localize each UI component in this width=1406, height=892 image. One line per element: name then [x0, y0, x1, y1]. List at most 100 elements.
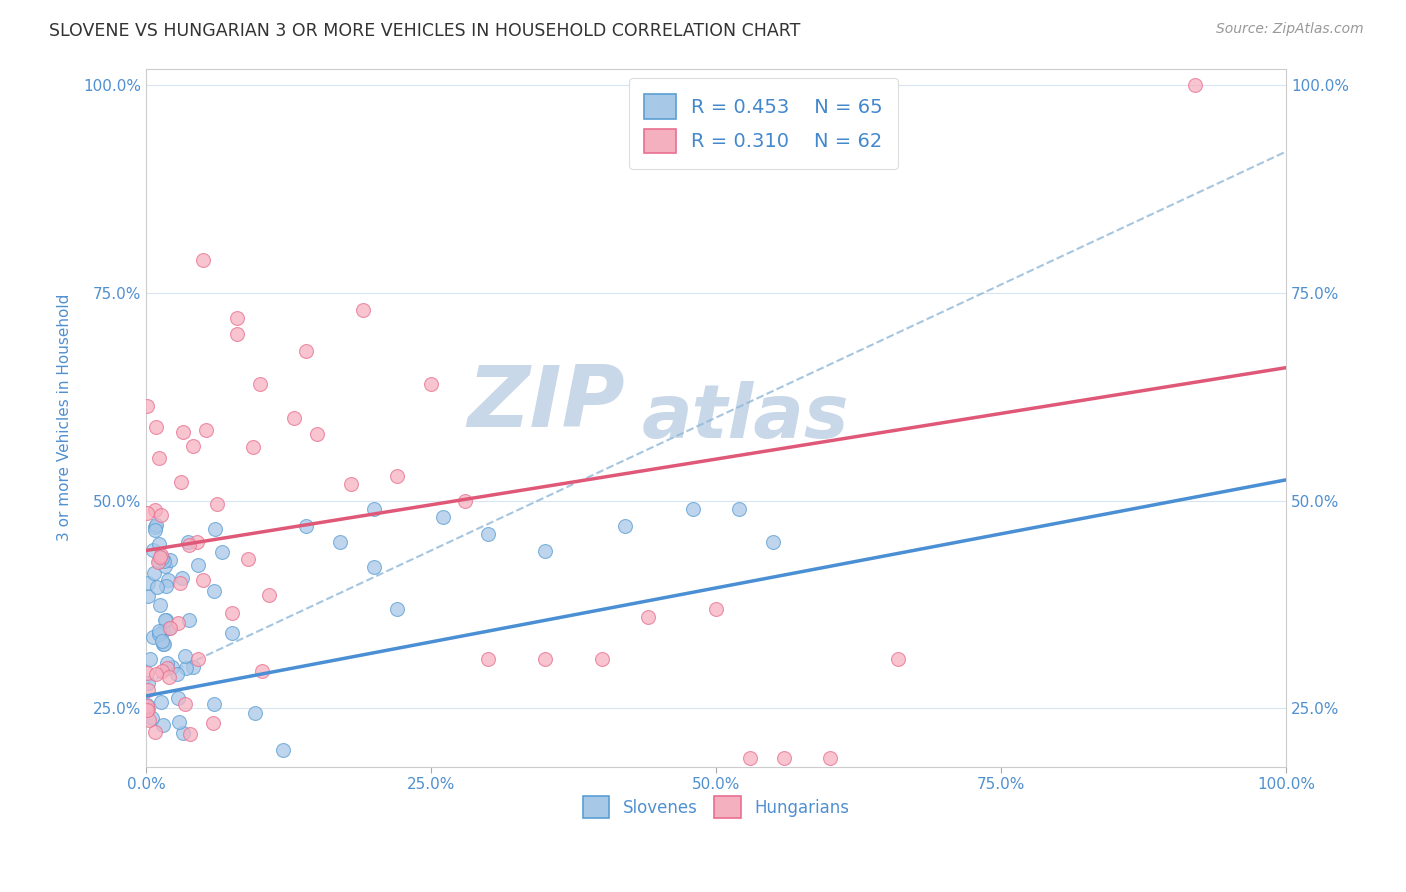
Point	[136, 699, 159, 714]
Point	[145, 666, 167, 681]
Text: SLOVENE VS HUNGARIAN 3 OR MORE VEHICLES IN HOUSEHOLD CORRELATION CHART: SLOVENE VS HUNGARIAN 3 OR MORE VEHICLES …	[49, 22, 800, 40]
Point	[172, 726, 194, 740]
Point	[363, 502, 385, 516]
Point	[329, 535, 352, 549]
Point	[727, 502, 749, 516]
Point	[221, 626, 243, 640]
Point	[534, 651, 557, 665]
Point	[148, 554, 170, 568]
Point	[385, 468, 408, 483]
Point	[167, 714, 190, 729]
Point	[136, 675, 159, 690]
Point	[187, 558, 209, 573]
Point	[162, 659, 184, 673]
Point	[145, 502, 167, 516]
Point	[157, 621, 180, 635]
Point	[143, 725, 166, 739]
Point	[186, 535, 208, 549]
Point	[294, 518, 316, 533]
Point	[138, 589, 160, 603]
Point	[146, 581, 169, 595]
Point	[179, 613, 201, 627]
Point	[236, 552, 259, 566]
Point	[136, 702, 159, 716]
Point	[169, 576, 191, 591]
Point	[152, 554, 174, 568]
Point	[136, 698, 159, 712]
Point	[249, 377, 271, 392]
Point	[591, 651, 613, 665]
Point	[174, 697, 197, 711]
Point	[136, 506, 159, 520]
Point	[534, 543, 557, 558]
Text: atlas: atlas	[643, 381, 849, 454]
Point	[179, 727, 201, 741]
Point	[477, 527, 499, 541]
Point	[166, 666, 188, 681]
Point	[174, 661, 197, 675]
Point	[1184, 78, 1206, 92]
Point	[432, 510, 454, 524]
Point	[194, 423, 217, 437]
Point	[149, 599, 172, 613]
Point	[148, 624, 170, 638]
Point	[613, 518, 636, 533]
Point	[226, 327, 249, 342]
Point	[136, 575, 159, 590]
Point	[773, 751, 796, 765]
Point	[193, 573, 215, 587]
Text: Source: ZipAtlas.com: Source: ZipAtlas.com	[1216, 22, 1364, 37]
Point	[145, 517, 167, 532]
Point	[152, 624, 174, 639]
Point	[187, 652, 209, 666]
Point	[149, 508, 172, 523]
Y-axis label: 3 or more Vehicles in Household: 3 or more Vehicles in Household	[58, 293, 72, 541]
Point	[142, 566, 165, 580]
Point	[159, 553, 181, 567]
Point	[181, 659, 204, 673]
Point	[704, 601, 727, 615]
Point	[243, 706, 266, 721]
Point	[157, 573, 180, 587]
Point	[211, 544, 233, 558]
Point	[204, 697, 226, 711]
Point	[477, 651, 499, 665]
Point	[201, 715, 224, 730]
Point	[136, 702, 159, 716]
Point	[148, 549, 170, 564]
Point	[420, 377, 443, 392]
Point	[148, 627, 170, 641]
Point	[145, 420, 167, 434]
Point	[170, 475, 193, 490]
Point	[352, 302, 374, 317]
Point	[142, 543, 165, 558]
Point	[167, 615, 190, 630]
Point	[177, 534, 200, 549]
Point	[250, 664, 273, 678]
Point	[148, 451, 170, 466]
Point	[172, 571, 194, 585]
Point	[682, 502, 704, 516]
Point	[762, 535, 785, 549]
Point	[181, 439, 204, 453]
Point	[159, 621, 181, 635]
Point	[150, 550, 173, 565]
Point	[191, 252, 214, 267]
Point	[148, 537, 170, 551]
Point	[166, 690, 188, 705]
Point	[173, 649, 195, 664]
Point	[271, 743, 294, 757]
Point	[143, 524, 166, 538]
Point	[150, 634, 173, 648]
Point	[138, 683, 160, 698]
Point	[150, 664, 173, 678]
Point	[172, 425, 194, 439]
Point	[363, 560, 385, 574]
Point	[152, 637, 174, 651]
Point	[150, 694, 173, 708]
Point	[156, 661, 179, 675]
Point	[157, 670, 180, 684]
Legend: Slovenes, Hungarians: Slovenes, Hungarians	[576, 789, 856, 824]
Point	[152, 717, 174, 731]
Point	[153, 614, 176, 628]
